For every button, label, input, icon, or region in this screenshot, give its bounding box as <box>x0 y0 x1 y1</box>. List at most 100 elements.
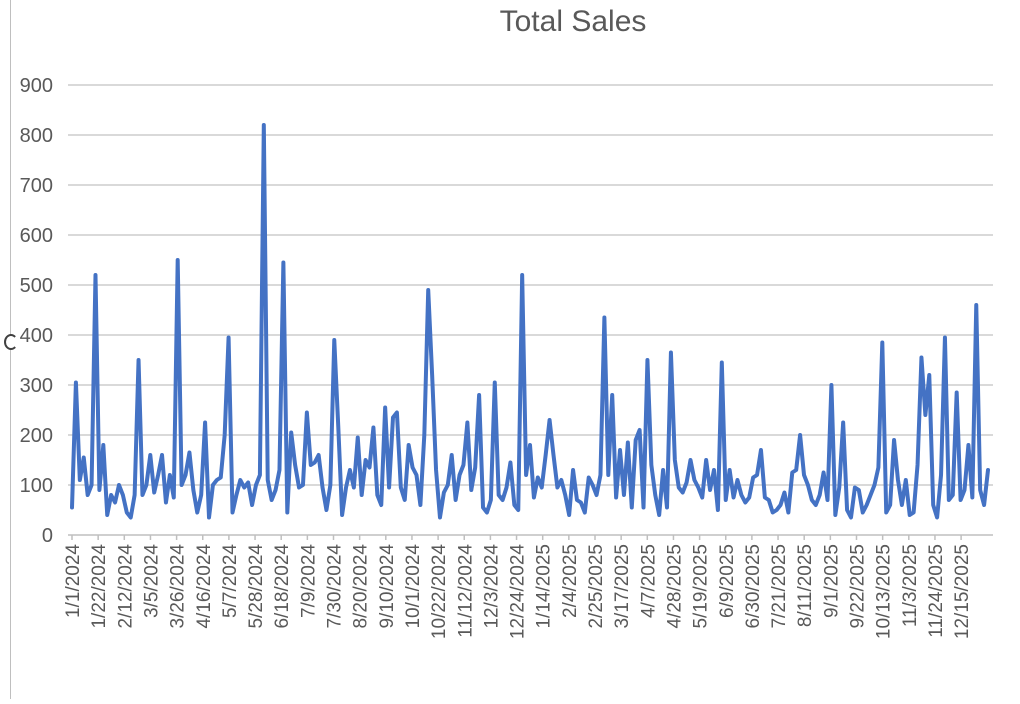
data-point <box>795 469 798 472</box>
x-tick-label: 7/21/2025 <box>769 544 790 629</box>
data-point <box>478 394 481 397</box>
data-point <box>466 421 469 424</box>
data-point <box>345 486 348 489</box>
data-point <box>638 429 641 432</box>
x-tick-label: 7/9/2024 <box>298 544 319 618</box>
data-point <box>775 509 778 512</box>
data-point <box>106 514 109 517</box>
data-point <box>979 489 982 492</box>
data-point <box>642 506 645 509</box>
data-point <box>141 494 144 497</box>
resize-handle-icon[interactable] <box>4 334 18 350</box>
x-tick-label: 11/12/2024 <box>455 544 476 638</box>
data-point <box>431 374 434 377</box>
data-point <box>759 449 762 452</box>
data-point <box>881 341 884 344</box>
data-point <box>262 124 265 127</box>
x-tick-label: 2/25/2025 <box>586 544 607 629</box>
data-point <box>865 504 868 507</box>
data-point <box>900 504 903 507</box>
y-tick-label: 900 <box>20 75 53 97</box>
data-point <box>356 436 359 439</box>
data-point <box>560 479 563 482</box>
data-point <box>313 461 316 464</box>
data-point <box>693 479 696 482</box>
data-point <box>787 511 790 514</box>
y-tick-label: 200 <box>20 425 53 447</box>
data-point <box>853 486 856 489</box>
data-point <box>529 444 532 447</box>
data-point <box>317 454 320 457</box>
data-point <box>654 494 657 497</box>
x-tick-label: 5/19/2025 <box>691 544 712 629</box>
x-tick-label: 9/1/2025 <box>821 544 842 618</box>
data-point <box>200 494 203 497</box>
data-point <box>712 469 715 472</box>
data-point <box>975 304 978 307</box>
x-tick-label: 4/16/2024 <box>194 544 215 629</box>
data-point <box>368 466 371 469</box>
y-axis-ticks: 0 100 200 300 400 500 600 700 800 900 <box>20 75 53 547</box>
x-tick-label: 6/18/2024 <box>272 544 293 629</box>
x-tick-label: 12/15/2025 <box>952 544 973 639</box>
data-point <box>877 466 880 469</box>
data-point <box>779 504 782 507</box>
data-point <box>137 359 140 362</box>
data-point <box>603 316 606 319</box>
data-point <box>955 391 958 394</box>
data-point <box>485 511 488 514</box>
data-point <box>740 494 743 497</box>
data-point <box>145 484 148 487</box>
data-point <box>482 506 485 509</box>
data-point <box>497 494 500 497</box>
data-point <box>493 381 496 384</box>
x-tick-label: 12/24/2024 <box>508 544 529 640</box>
data-point <box>724 499 727 502</box>
data-point <box>423 434 426 437</box>
data-point <box>607 474 610 477</box>
data-point <box>360 494 363 497</box>
x-tick-label: 8/20/2024 <box>351 544 372 629</box>
data-point <box>564 494 567 497</box>
data-point <box>959 499 962 502</box>
x-tick-label: 6/30/2025 <box>743 544 764 629</box>
data-point <box>814 504 817 507</box>
data-point <box>489 499 492 502</box>
data-point <box>196 511 199 514</box>
data-point <box>908 514 911 517</box>
data-point <box>595 494 598 497</box>
data-point <box>634 439 637 442</box>
x-tick-label: 9/10/2024 <box>377 544 398 629</box>
x-tick-label: 3/5/2024 <box>141 544 162 618</box>
data-point <box>239 479 242 482</box>
data-point <box>384 406 387 409</box>
data-point <box>525 474 528 477</box>
data-point <box>810 499 813 502</box>
x-tick-label: 2/4/2025 <box>560 544 581 618</box>
data-point <box>826 499 829 502</box>
data-point <box>893 439 896 442</box>
data-point <box>286 511 289 514</box>
data-point <box>943 336 946 339</box>
data-point <box>415 474 418 477</box>
data-point <box>274 489 277 492</box>
data-point <box>517 509 520 512</box>
data-point <box>752 476 755 479</box>
data-point <box>646 359 649 362</box>
data-point <box>153 491 156 494</box>
data-point <box>587 476 590 479</box>
data-point <box>568 514 571 517</box>
data-point <box>121 494 124 497</box>
data-point <box>744 501 747 504</box>
data-point <box>799 434 802 437</box>
data-point <box>685 481 688 484</box>
data-point <box>536 476 539 479</box>
data-point <box>215 479 218 482</box>
data-point <box>924 414 927 417</box>
x-tick-label: 1/1/2024 <box>63 544 84 618</box>
data-point <box>258 474 261 477</box>
data-point <box>251 504 254 507</box>
data-point <box>666 506 669 509</box>
